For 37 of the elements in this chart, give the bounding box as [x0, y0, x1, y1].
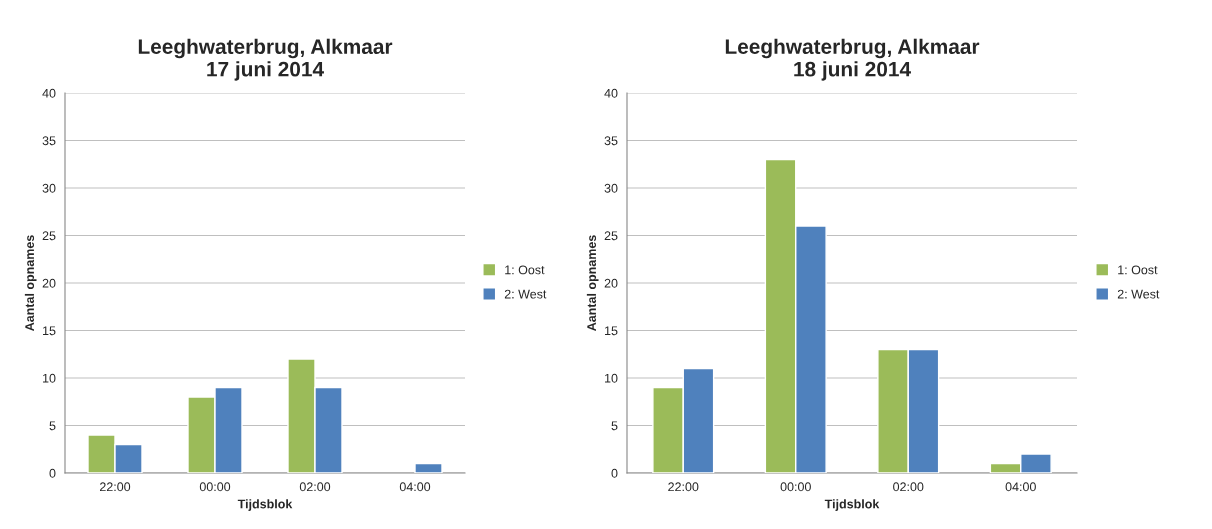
y-tick-label: 35 [604, 136, 618, 146]
y-tick-label: 0 [611, 468, 618, 478]
y-tick-label: 35 [42, 136, 56, 146]
x-axis-title: Tijdsblok [824, 499, 880, 511]
y-tick-label: 20 [604, 278, 618, 288]
x-tick-label: 00:00 [199, 482, 231, 492]
y-tick-label: 10 [605, 373, 618, 383]
chart-title: Leeghwaterbrug, Alkmaar 18 juni 2014 [725, 38, 980, 81]
chart-title: Leeghwaterbrug, Alkmaar 17 juni 2014 [138, 38, 393, 81]
y-tick-label: 5 [49, 421, 56, 431]
y-tick-label: 20 [42, 278, 56, 288]
y-tick-label: 40 [42, 88, 56, 98]
y-tick-label: 25 [42, 231, 56, 241]
x-tick-label: 04:00 [399, 482, 431, 492]
x-tick-label: 02:00 [893, 482, 924, 492]
y-tick-label: 40 [604, 88, 618, 98]
x-tick-label: 04:00 [1005, 482, 1036, 492]
y-tick-label: 5 [611, 421, 618, 431]
y-axis-title: Aantal opnames [586, 235, 599, 331]
y-tick-label: 30 [604, 183, 618, 193]
x-tick-label: 22:00 [668, 482, 699, 492]
x-tick-label: 02:00 [299, 482, 331, 492]
legend-label: 1: Oost [505, 265, 545, 275]
legend-label: 2: West [1117, 289, 1160, 299]
x-tick-label: 22:00 [99, 482, 131, 492]
y-tick-label: 15 [605, 326, 618, 336]
y-axis-title: Aantal opnames [24, 235, 37, 331]
y-tick-label: 30 [42, 183, 56, 193]
y-tick-label: 10 [43, 373, 56, 383]
legend-label: 1: Oost [1118, 265, 1158, 275]
x-tick-label: 00:00 [780, 482, 811, 492]
bar [414, 462, 443, 473]
y-tick-label: 15 [43, 326, 56, 336]
legend-label: 2: West [504, 289, 547, 299]
y-tick-label: 25 [604, 231, 618, 241]
x-axis-title: Tijdsblok [237, 499, 293, 511]
y-tick-label: 0 [49, 468, 56, 478]
